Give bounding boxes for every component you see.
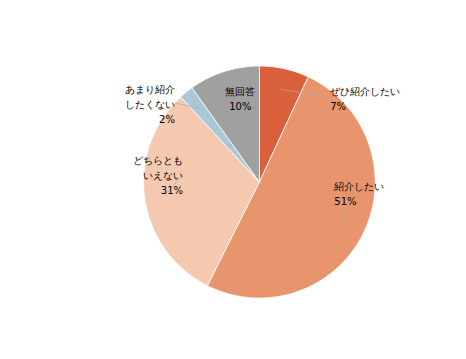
svg-text:無回答10%: 無回答10%: [225, 86, 255, 112]
svg-text:ぜひ紹介したい7%: ぜひ紹介したい7%: [330, 86, 400, 112]
svg-text:どちらともいえない31%: どちらともいえない31%: [133, 155, 183, 196]
svg-text:あまり紹介したくない2%: あまり紹介したくない2%: [125, 84, 175, 125]
svg-text:紹介したい51%: 紹介したい51%: [333, 181, 384, 207]
